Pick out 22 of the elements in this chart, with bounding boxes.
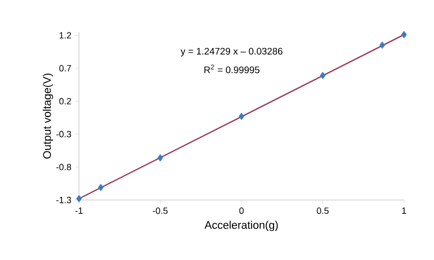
- y-tick-label: -1.3: [56, 196, 72, 204]
- annotation: R$^{2}$ = 0.99995: [204, 64, 260, 74]
- y-tick-label: 1.2: [60, 32, 72, 38]
- x-axis-title: Acceleration(g): [204, 220, 278, 232]
- point: [76, 194, 82, 202]
- y-tick-label: 0.7: [59, 65, 72, 72]
- x-tick-label: -1: [75, 208, 83, 214]
- point: [320, 72, 326, 80]
- point: [157, 154, 164, 162]
- annotation: y = 1.24729 x – 0.03286: [180, 48, 282, 56]
- y-tick-label: 0.2: [59, 98, 72, 104]
- point: [98, 184, 104, 192]
- y-axis-title: Output voltage(V): [42, 74, 54, 159]
- point: [238, 112, 244, 120]
- x-tick-label: 0: [239, 208, 244, 214]
- y-tick-label: -0.8: [56, 164, 72, 170]
- y-tick-label: -0.3: [56, 130, 72, 138]
- point: [379, 41, 386, 49]
- x-tick-label: -0.5: [152, 208, 168, 214]
- point: [401, 30, 407, 38]
- x-tick-label: 1: [402, 208, 406, 214]
- x-tick-label: 0.5: [316, 208, 329, 214]
